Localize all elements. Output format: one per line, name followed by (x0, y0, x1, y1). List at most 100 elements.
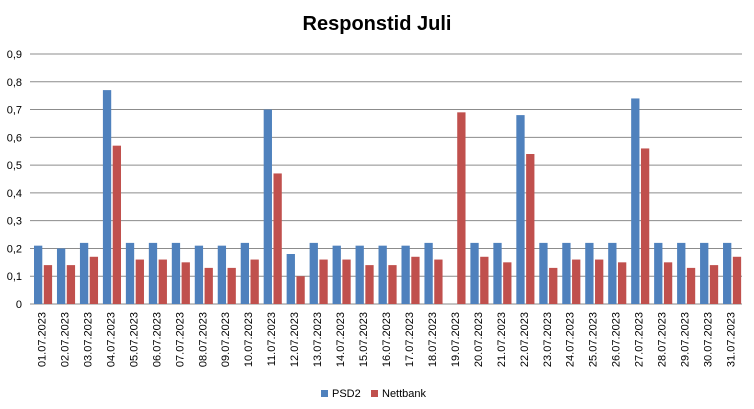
y-tick-label: 0,4 (7, 188, 22, 200)
bar-psd2 (378, 245, 387, 304)
bar-psd2 (608, 242, 617, 304)
y-tick-label: 0 (16, 299, 22, 311)
legend-label: Nettbank (382, 388, 427, 400)
bar-nettbank (686, 267, 696, 304)
bar-nettbank (319, 259, 328, 304)
bar-nettbank (457, 112, 466, 304)
bar-psd2 (723, 242, 732, 304)
bar-psd2 (332, 245, 341, 304)
bar-psd2 (585, 242, 594, 304)
bar-nettbank (709, 265, 719, 304)
bar-nettbank (365, 265, 374, 304)
bar-nettbank (549, 267, 558, 304)
bar-psd2 (470, 242, 479, 304)
bar-psd2 (677, 242, 686, 304)
bar-nettbank (480, 256, 489, 304)
bar-nettbank (595, 259, 604, 304)
bar-psd2 (240, 242, 250, 304)
x-tick-label: 28.07.2023 (657, 312, 669, 367)
legend-label: PSD2 (332, 388, 361, 400)
bar-nettbank (250, 259, 259, 304)
x-tick-label: 29.07.2023 (680, 312, 692, 367)
bar-psd2 (148, 242, 158, 304)
bar-psd2 (56, 248, 66, 304)
x-tick-label: 07.07.2023 (174, 312, 186, 367)
bar-nettbank (181, 262, 190, 304)
bar-psd2 (654, 242, 663, 304)
x-tick-label: 21.07.2023 (496, 312, 508, 367)
x-tick-label: 01.07.2023 (36, 312, 48, 367)
x-tick-label: 18.07.2023 (427, 312, 439, 367)
legend: PSD2 Nettbank (321, 388, 427, 400)
bar-nettbank (296, 276, 305, 304)
x-tick-label: 05.07.2023 (128, 312, 140, 367)
bar-nettbank (572, 259, 581, 304)
bar-psd2 (700, 242, 709, 304)
bar-psd2 (34, 245, 43, 304)
bar-nettbank (89, 256, 99, 304)
y-tick-label: 0,3 (7, 216, 22, 228)
bar-psd2 (562, 242, 571, 304)
x-tick-label: 11.07.2023 (266, 312, 278, 366)
bar-psd2 (263, 109, 272, 304)
bar-nettbank (135, 259, 144, 304)
x-tick-label: 22.07.2023 (519, 312, 531, 367)
x-tick-label: 24.07.2023 (565, 312, 577, 367)
bar-nettbank (43, 265, 53, 304)
bar-nettbank (204, 267, 213, 304)
legend-swatch (321, 390, 328, 397)
bar-psd2 (401, 245, 410, 304)
x-tick-label: 30.07.2023 (703, 312, 715, 367)
bar-psd2 (217, 245, 227, 304)
x-tick-label: 10.07.2023 (243, 312, 255, 367)
bar-nettbank (732, 256, 742, 304)
bar-psd2 (424, 242, 433, 304)
bar-psd2 (171, 242, 181, 304)
bar-nettbank (66, 265, 76, 304)
bar-nettbank (342, 259, 351, 304)
y-tick-label: 0,2 (7, 243, 22, 255)
bars (34, 90, 742, 304)
gridlines (30, 53, 742, 305)
legend-swatch (371, 390, 378, 397)
x-tick-label: 04.07.2023 (105, 312, 117, 367)
x-tick-label: 14.07.2023 (335, 312, 347, 367)
x-tick-label: 31.07.2023 (726, 312, 738, 367)
bar-psd2 (125, 242, 135, 304)
x-tick-label: 26.07.2023 (611, 312, 623, 367)
bar-nettbank (158, 259, 167, 304)
y-tick-label: 0,6 (7, 132, 22, 144)
bar-nettbank (388, 265, 397, 304)
bar-nettbank (434, 259, 443, 304)
bar-nettbank (227, 267, 236, 304)
x-tick-label: 12.07.2023 (289, 312, 301, 367)
x-axis: 01.07.2023 02.07.2023 03.07.2023 04.07.2023… (36, 312, 737, 367)
bar-nettbank (411, 256, 420, 304)
bar-psd2 (516, 115, 525, 304)
x-tick-label: 02.07.2023 (59, 312, 71, 367)
y-tick-label: 0,9 (7, 49, 22, 61)
x-tick-label: 20.07.2023 (473, 312, 485, 367)
x-tick-label: 25.07.2023 (588, 312, 600, 367)
x-tick-label: 15.07.2023 (358, 312, 370, 367)
x-tick-label: 23.07.2023 (542, 312, 554, 367)
bar-psd2 (286, 254, 295, 304)
bar-psd2 (355, 245, 364, 304)
bar-nettbank (663, 262, 673, 304)
x-tick-label: 16.07.2023 (381, 312, 393, 367)
bar-psd2 (79, 242, 89, 304)
y-tick-label: 0,5 (7, 160, 22, 172)
x-tick-label: 06.07.2023 (151, 312, 163, 367)
y-tick-label: 0,8 (7, 77, 22, 89)
bar-nettbank (640, 148, 650, 304)
x-tick-label: 27.07.2023 (634, 312, 646, 367)
x-tick-label: 19.07.2023 (450, 312, 462, 367)
x-tick-label: 17.07.2023 (404, 312, 416, 367)
y-axis: 0 0,1 0,2 0,3 0,4 0,5 0,6 0,7 0,8 0,9 (7, 49, 22, 311)
bar-nettbank (273, 173, 282, 304)
chart-title: Responstid Juli (303, 13, 452, 35)
bar-psd2 (539, 242, 548, 304)
bar-psd2 (309, 242, 318, 304)
bar-nettbank (112, 145, 122, 304)
